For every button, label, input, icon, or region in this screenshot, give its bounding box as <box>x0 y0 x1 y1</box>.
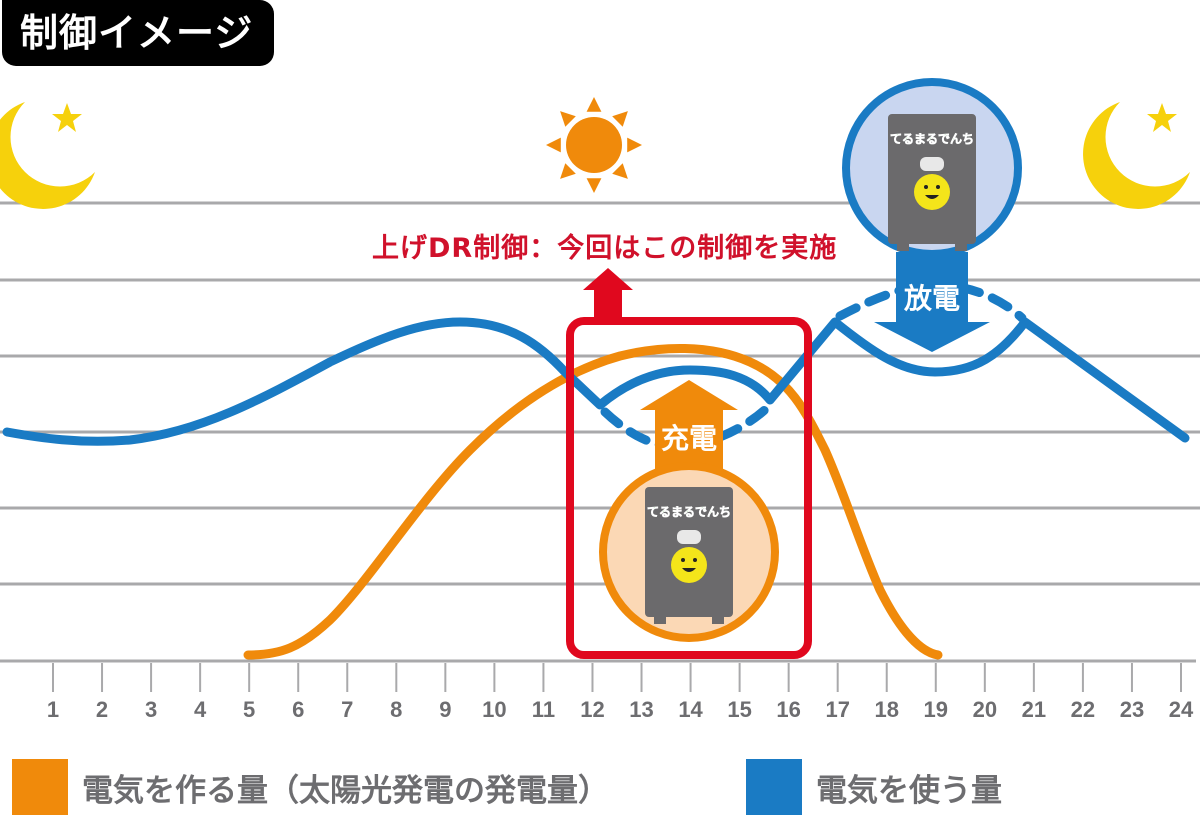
x-tick-label: 12 <box>580 697 604 722</box>
gridlines <box>0 201 1200 663</box>
x-tick-label: 14 <box>678 697 703 722</box>
x-tick-label: 10 <box>482 697 506 722</box>
moon-icon <box>1083 102 1190 209</box>
x-tick-label: 13 <box>629 697 653 722</box>
legend-swatch-blue <box>746 759 802 815</box>
legend-item-consumption: 電気を使う量 <box>746 757 1002 817</box>
legend-swatch-orange <box>12 759 68 815</box>
discharge-arrow: 放電 <box>874 252 990 352</box>
x-tick-label: 19 <box>924 697 948 722</box>
discharge-label: 放電 <box>903 282 960 315</box>
x-tick-label: 16 <box>776 697 800 722</box>
generation-line <box>243 344 943 660</box>
x-tick-label: 3 <box>145 697 157 722</box>
battery-charge-icon: てるまるでんち <box>599 462 779 642</box>
x-tick-label: 4 <box>194 697 207 722</box>
page-title: 制御イメージ <box>2 0 274 66</box>
consumption-line <box>2 317 1190 446</box>
legend-label: 電気を使う量 <box>816 772 1002 809</box>
x-tick-label: 7 <box>341 697 353 722</box>
x-tick-label: 9 <box>439 697 451 722</box>
moon-icon <box>0 102 95 209</box>
charge-arrow: 充電 <box>640 380 738 480</box>
x-tick-labels: 1 2 3 4 5 6 7 8 9 10 11 12 13 14 15 16 17 18 19 20 21 22 23 24 <box>47 697 1194 722</box>
battery-brand-label: てるまるでんち <box>890 132 974 146</box>
battery-brand-label: てるまるでんち <box>647 505 731 519</box>
x-tick-label: 8 <box>390 697 402 722</box>
x-tick-label: 20 <box>973 697 997 722</box>
legend-label: 電気を作る量（太陽光発電の発電量） <box>82 772 609 809</box>
x-tick-label: 22 <box>1071 697 1095 722</box>
x-tick-label: 1 <box>47 697 59 722</box>
x-tick-label: 2 <box>96 697 108 722</box>
x-tick-label: 24 <box>1169 697 1194 722</box>
x-tick-label: 15 <box>727 697 751 722</box>
battery-discharge-icon: てるまるでんち <box>842 78 1022 258</box>
x-tick-label: 6 <box>292 697 304 722</box>
x-tick-label: 21 <box>1022 697 1046 722</box>
dr-control-box <box>566 268 812 659</box>
x-tick-label: 17 <box>825 697 849 722</box>
x-tick-label: 18 <box>874 697 898 722</box>
x-tick-label: 23 <box>1120 697 1144 722</box>
charge-label: 充電 <box>661 422 717 455</box>
x-ticks <box>52 663 1182 692</box>
sun-icon <box>546 97 642 193</box>
x-tick-label: 5 <box>243 697 255 722</box>
legend-item-generation: 電気を作る量（太陽光発電の発電量） <box>12 757 609 817</box>
x-tick-label: 11 <box>532 697 555 722</box>
dr-control-label: 上げDR制御：今回はこの制御を実施 <box>372 233 838 264</box>
